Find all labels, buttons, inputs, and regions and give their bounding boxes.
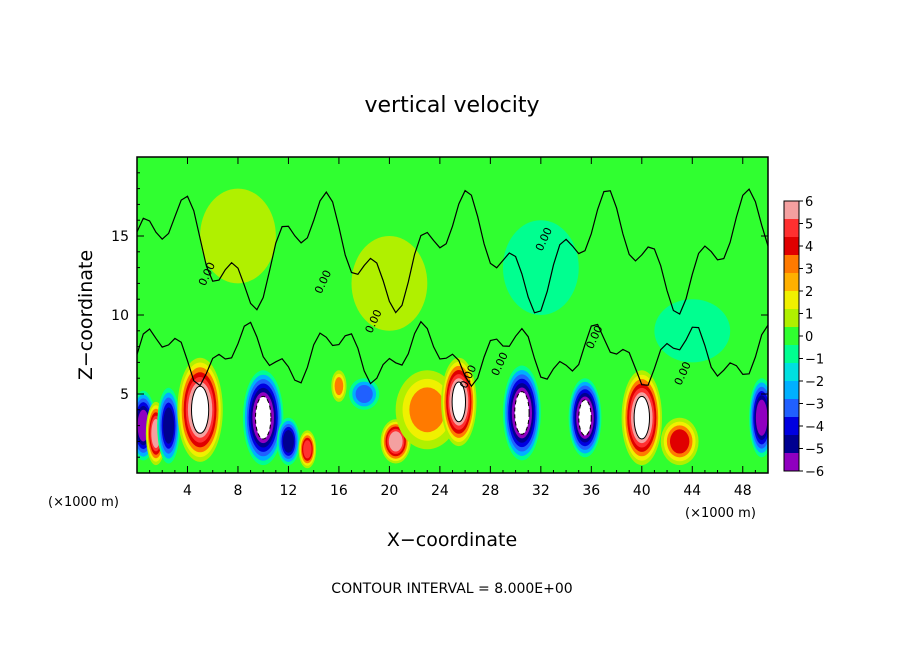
velocity-band: [409, 387, 446, 433]
y-tick-label: 15: [111, 229, 129, 245]
y-axis-label: Z−coordinate: [75, 250, 97, 380]
x-tick-label: 8: [233, 483, 242, 499]
velocity-cell: [277, 417, 300, 466]
colorbar-tick-label: 0: [805, 330, 813, 345]
colorbar-tick-label: −1: [805, 353, 824, 368]
velocity-cell: [660, 417, 699, 466]
velocity-cell: [621, 370, 662, 466]
velocity-band: [163, 407, 175, 444]
colorbar-swatch: [784, 417, 799, 436]
contour-line: [137, 320, 768, 388]
colorbar-swatch: [784, 273, 799, 292]
colorbar-tick-label: 5: [805, 218, 813, 233]
x-tick-label: 32: [532, 483, 550, 499]
x-tick-label: 44: [683, 483, 701, 499]
velocity-band: [388, 431, 403, 452]
colorbar-swatch: [784, 399, 799, 418]
colorbar-tick-label: 4: [805, 240, 813, 255]
colorbar-swatch: [784, 363, 799, 382]
contour-interval-note: CONTOUR INTERVAL = 8.000E+00: [331, 581, 572, 597]
colorbar-swatch: [784, 201, 799, 220]
x-tick-label: 16: [330, 483, 348, 499]
colorbar-tick-label: 3: [805, 263, 813, 278]
y-tick-label: 10: [111, 308, 129, 324]
velocity-cell: [654, 299, 731, 363]
x-axis-label: X−coordinate: [387, 529, 517, 551]
x-tick-label: 12: [280, 483, 298, 499]
colorbar-tick-label: 6: [805, 195, 813, 210]
velocity-cell: [502, 220, 579, 315]
colorbar-tick-label: −2: [805, 375, 824, 390]
saturated-core: [255, 395, 272, 440]
colorbar-swatch: [784, 309, 799, 328]
x-tick-label: 48: [734, 483, 752, 499]
x-tick-label: 40: [633, 483, 651, 499]
colorbar-tick-label: −3: [805, 398, 824, 413]
colorbar-swatch: [784, 291, 799, 310]
saturated-core: [514, 391, 530, 435]
colorbar-tick-label: −5: [805, 443, 824, 458]
colorbar-swatch: [784, 327, 799, 346]
velocity-band: [334, 377, 344, 396]
colorbar-swatch: [784, 219, 799, 238]
saturated-core: [578, 399, 592, 437]
x-tick-label: 24: [431, 483, 449, 499]
velocity-cell: [298, 430, 317, 469]
velocity-cell: [200, 188, 276, 284]
velocity-band: [351, 236, 428, 331]
colorbar-swatch: [784, 345, 799, 364]
velocity-band: [669, 429, 690, 454]
velocity-cell: [380, 419, 411, 464]
colorbar-tick-label: −4: [805, 420, 824, 435]
x-tick-label: 20: [380, 483, 398, 499]
y-tick-label: 5: [120, 387, 129, 403]
velocity-cell: [157, 387, 180, 464]
saturated-core: [451, 381, 467, 423]
velocity-cell: [331, 370, 347, 402]
velocity-cell: [243, 370, 284, 466]
x-tick-label: 36: [582, 483, 600, 499]
velocity-cell: [568, 378, 602, 458]
velocity-band: [200, 188, 276, 284]
colorbar-swatch: [784, 435, 799, 454]
velocity-cell: [349, 378, 380, 410]
velocity-cell: [503, 365, 541, 461]
x-axis: 4 8 12 16 20 24 28 32 36 40 44 48: [149, 157, 756, 499]
colorbar-swatch: [784, 237, 799, 256]
colorbar-swatch: [784, 453, 799, 472]
colorbar-tick-label: 2: [805, 285, 813, 300]
velocity-cell: [351, 236, 428, 331]
colorbar-swatch: [784, 255, 799, 274]
velocity-cell: [177, 357, 223, 462]
plot-area: 0.000.000.000.000.000.000.000.00 4 8 12 16 2…: [111, 156, 769, 499]
colorbar: 6 5 4 3 2 1 0 −1 −2 −3 −4 −5 −6: [783, 195, 824, 480]
saturated-core: [191, 385, 210, 434]
colorbar-tick-label: −6: [805, 465, 824, 480]
x-unit-left: (×1000 m): [48, 495, 119, 510]
saturated-core: [633, 395, 650, 440]
x-unit-right: (×1000 m): [685, 506, 756, 521]
velocity-band: [755, 399, 768, 436]
y-axis: 5 10 15: [111, 172, 768, 458]
velocity-band: [502, 220, 579, 315]
colorbar-tick-label: 1: [805, 308, 813, 323]
velocity-band: [355, 385, 373, 403]
velocity-field: [137, 188, 768, 469]
colorbar-swatch: [784, 381, 799, 400]
x-tick-label: 28: [481, 483, 499, 499]
velocity-cell: [749, 378, 768, 458]
contour-line: [137, 188, 768, 315]
velocity-band: [282, 430, 294, 453]
velocity-band: [654, 299, 731, 363]
x-tick-label: 4: [183, 483, 192, 499]
velocity-band: [303, 440, 312, 459]
chart-title: vertical velocity: [364, 93, 539, 118]
zero-contours: [137, 188, 768, 388]
